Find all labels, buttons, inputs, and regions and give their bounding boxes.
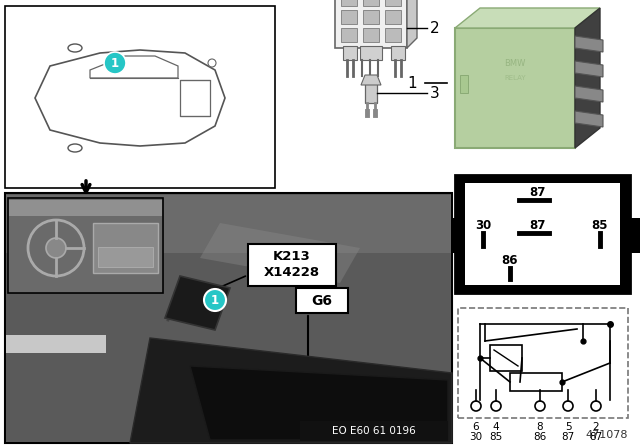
Text: X14228: X14228 <box>264 266 320 279</box>
Bar <box>343 46 357 60</box>
Text: G6: G6 <box>312 294 333 308</box>
Bar <box>441 218 458 253</box>
Polygon shape <box>190 366 448 440</box>
Circle shape <box>104 52 126 74</box>
Bar <box>385 10 401 24</box>
Bar <box>5 193 452 443</box>
Polygon shape <box>575 86 603 102</box>
Text: 85: 85 <box>490 432 502 442</box>
Text: EO E60 61 0196: EO E60 61 0196 <box>332 426 416 436</box>
Polygon shape <box>407 0 417 48</box>
Bar <box>93 223 158 273</box>
Bar <box>385 28 401 42</box>
Bar <box>341 0 357 6</box>
Bar <box>6 335 106 353</box>
Text: 85: 85 <box>592 219 608 232</box>
Bar <box>458 308 628 418</box>
Bar <box>335 0 407 48</box>
Text: 30: 30 <box>475 219 491 232</box>
Polygon shape <box>575 111 603 127</box>
Bar <box>296 288 348 313</box>
Bar <box>300 421 448 441</box>
Text: 2: 2 <box>593 422 599 432</box>
Text: 87: 87 <box>561 432 575 442</box>
Bar <box>363 28 379 42</box>
Polygon shape <box>35 50 225 146</box>
Text: 87: 87 <box>589 432 603 442</box>
Bar <box>6 194 451 442</box>
Polygon shape <box>130 338 452 443</box>
Bar <box>98 247 153 267</box>
Bar <box>360 46 382 60</box>
Polygon shape <box>165 276 230 330</box>
Text: BMW: BMW <box>504 59 525 68</box>
Text: 4: 4 <box>493 422 499 432</box>
Bar <box>341 28 357 42</box>
Ellipse shape <box>68 44 82 52</box>
Bar <box>363 10 379 24</box>
Bar <box>8 198 163 293</box>
Text: 6: 6 <box>473 422 479 432</box>
Bar <box>455 28 575 148</box>
Bar <box>490 345 522 371</box>
Circle shape <box>491 401 501 411</box>
Bar <box>510 373 562 391</box>
Text: 5: 5 <box>564 422 572 432</box>
Bar <box>365 83 377 103</box>
Bar <box>248 244 336 286</box>
Polygon shape <box>575 36 603 52</box>
Text: 87: 87 <box>529 219 545 232</box>
Bar <box>391 46 405 60</box>
Circle shape <box>46 238 66 258</box>
Circle shape <box>591 401 601 411</box>
Bar <box>5 6 275 188</box>
Circle shape <box>535 401 545 411</box>
Text: 1: 1 <box>211 293 219 306</box>
Bar <box>9 200 162 216</box>
Circle shape <box>471 401 481 411</box>
Text: 8: 8 <box>537 422 543 432</box>
Bar <box>341 10 357 24</box>
Polygon shape <box>90 56 178 78</box>
Text: RELAY: RELAY <box>504 75 526 81</box>
Bar <box>363 0 379 6</box>
Polygon shape <box>575 8 600 148</box>
Polygon shape <box>575 61 603 77</box>
Text: 2: 2 <box>430 21 440 35</box>
Circle shape <box>208 59 216 67</box>
Text: 86: 86 <box>533 432 547 442</box>
Text: 30: 30 <box>469 432 483 442</box>
Bar <box>455 175 630 293</box>
Circle shape <box>204 289 226 311</box>
Text: 471078: 471078 <box>586 430 628 440</box>
Text: 3: 3 <box>430 86 440 100</box>
Text: 86: 86 <box>502 254 518 267</box>
Ellipse shape <box>68 144 82 152</box>
Text: K213: K213 <box>273 250 311 263</box>
Bar <box>9 199 162 292</box>
Bar <box>385 0 401 6</box>
Polygon shape <box>180 80 210 116</box>
Bar <box>465 183 620 285</box>
Polygon shape <box>455 8 600 28</box>
Text: 1: 1 <box>111 56 119 69</box>
Circle shape <box>563 401 573 411</box>
Bar <box>6 195 451 253</box>
Text: 1: 1 <box>408 76 417 90</box>
Bar <box>460 75 468 93</box>
Polygon shape <box>200 223 360 283</box>
Bar <box>627 218 640 253</box>
Text: 87: 87 <box>529 186 545 199</box>
Polygon shape <box>361 75 381 85</box>
